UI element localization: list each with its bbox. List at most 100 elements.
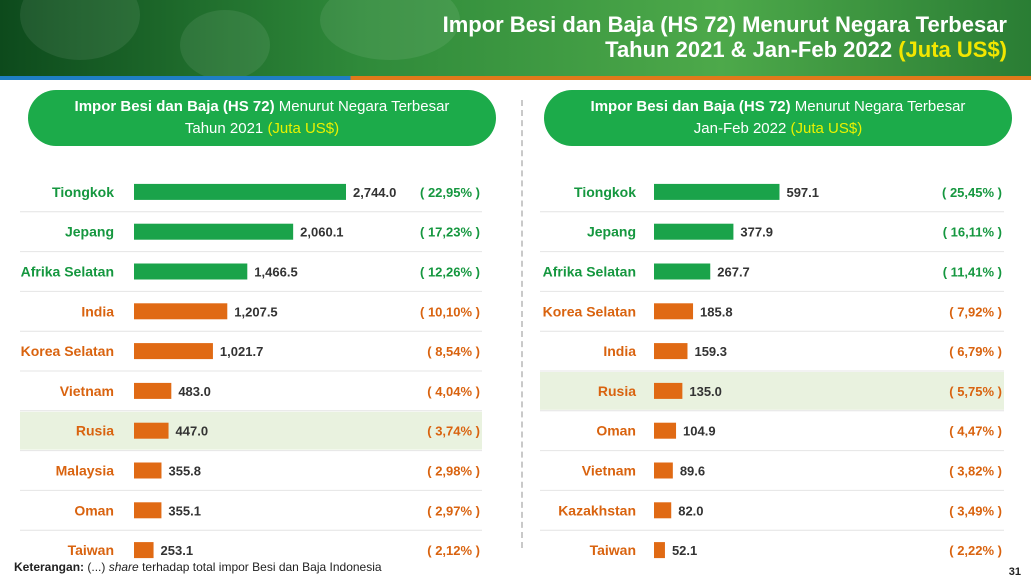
category-label: Rusia [76,423,114,439]
category-label: Malaysia [56,463,115,479]
share-label: ( 3,49% ) [949,503,1002,518]
decor-leaf [180,10,270,80]
category-label: Rusia [598,383,636,399]
bar [134,422,169,439]
page-title: Impor Besi dan Baja (HS 72) Menurut Nega… [443,12,1007,62]
chart-title-rest: Menurut Negara Terbesar [794,98,966,115]
page-title-line1: Impor Besi dan Baja (HS 72) Menurut Nega… [442,12,1007,37]
bar [654,502,672,519]
chart-title-line1: Impor Besi dan Baja (HS 72) Menurut Nega… [28,96,496,118]
value-label: 135.0 [689,384,722,399]
category-label: India [81,303,114,319]
value-label: 104.9 [683,424,716,439]
share-label: ( 11,41% ) [943,265,1002,280]
value-label: 82.0 [678,503,703,518]
highlight-row [540,372,1004,410]
footnote-text: terhadap total impor Besi dan Baja Indon… [142,560,382,574]
page-number: 31 [1008,566,1021,578]
bar [134,183,346,200]
footnote-paren: (...) [87,560,106,574]
chart-unit: (Juta US$) [267,120,340,137]
bar [134,462,162,479]
category-label: Taiwan [68,542,114,558]
value-label: 267.7 [717,265,750,280]
share-label: ( 7,92% ) [949,304,1002,319]
page-title-unit: (Juta US$) [898,37,1007,62]
category-label: Oman [74,502,114,518]
footnote: Keterangan: (...) share terhadap total i… [14,560,382,574]
category-label: Tiongkok [52,184,114,200]
chart-unit: (Juta US$) [790,120,863,137]
value-label: 2,744.0 [353,185,396,200]
bar [654,263,711,280]
header-stripe [0,76,1031,80]
share-label: ( 2,97% ) [427,503,480,518]
value-label: 52.1 [672,543,697,558]
category-label: Vietnam [582,463,636,479]
chart-title-line2: Jan-Feb 2022 (Juta US$) [544,118,1012,140]
footnote-share: share [108,560,139,574]
chart-subtitle: Jan-Feb 2022 [693,120,787,137]
bar-chart-2022: Tiongkok 597.1 ( 25,45% ) Jepang 377.9 ( 16,1… [540,183,1004,559]
bar [654,303,694,320]
decor-leaf [320,0,460,60]
value-label: 447.0 [176,424,209,439]
share-label: ( 5,75% ) [949,384,1002,399]
decor-leaf [20,0,140,60]
page-title-line2: Tahun 2021 & Jan-Feb 2022 (Juta US$) [443,37,1007,62]
bar [134,223,294,240]
bar [654,223,734,240]
share-label: ( 2,12% ) [427,543,480,558]
value-label: 483.0 [178,384,211,399]
value-label: 253.1 [161,543,194,558]
share-label: ( 16,11% ) [943,225,1002,240]
value-label: 597.1 [786,185,819,200]
share-label: ( 12,26% ) [420,265,480,280]
value-label: 185.8 [700,304,733,319]
share-label: ( 6,79% ) [949,344,1002,359]
page-title-period: Tahun 2021 & Jan-Feb 2022 [605,37,893,62]
value-label: 355.8 [168,464,201,479]
chart-panel-2021: Impor Besi dan Baja (HS 72) Menurut Nega… [8,90,508,559]
chart-title-bold: Impor Besi dan Baja (HS 72) [590,98,791,115]
chart-title-pill: Impor Besi dan Baja (HS 72) Menurut Nega… [544,90,1012,146]
bar [134,542,154,559]
share-label: ( 4,47% ) [949,424,1002,439]
value-label: 159.3 [694,344,727,359]
bar [134,263,248,280]
bar-chart-2021: Tiongkok 2,744.0 ( 22,95% ) Jepang 2,060.1 ( … [20,183,482,559]
category-label: Taiwan [590,542,636,558]
footnote-label: Keterangan: [14,560,85,574]
header-band [0,0,1031,80]
category-label: Tiongkok [574,184,636,200]
panel-divider [521,100,523,548]
category-label: Kazakhstan [558,502,636,518]
bar [654,462,673,479]
bar [134,382,172,399]
value-label: 1,021.7 [220,344,263,359]
value-label: 1,207.5 [234,304,277,319]
value-label: 2,060.1 [300,225,343,240]
chart-title-pill: Impor Besi dan Baja (HS 72) Menurut Nega… [28,90,496,146]
share-label: ( 2,98% ) [427,464,480,479]
share-label: ( 17,23% ) [420,225,480,240]
category-label: Vietnam [60,383,114,399]
category-label: Afrika Selatan [543,264,636,280]
share-label: ( 22,95% ) [420,185,480,200]
value-label: 89.6 [680,464,705,479]
value-label: 377.9 [740,225,773,240]
bar [654,183,780,200]
bar [654,422,677,439]
chart-panel-2022: Impor Besi dan Baja (HS 72) Menurut Nega… [530,90,1030,559]
chart-title-line1: Impor Besi dan Baja (HS 72) Menurut Nega… [544,96,1012,118]
share-label: ( 25,45% ) [942,185,1002,200]
share-label: ( 3,82% ) [949,464,1002,479]
chart-subtitle: Tahun 2021 [184,120,264,137]
share-label: ( 2,22% ) [949,543,1002,558]
category-label: Korea Selatan [21,343,114,359]
category-label: India [603,343,636,359]
category-label: Afrika Selatan [21,264,114,280]
chart-title-line2: Tahun 2021 (Juta US$) [28,118,496,140]
category-label: Jepang [587,224,636,240]
bar [134,343,213,360]
